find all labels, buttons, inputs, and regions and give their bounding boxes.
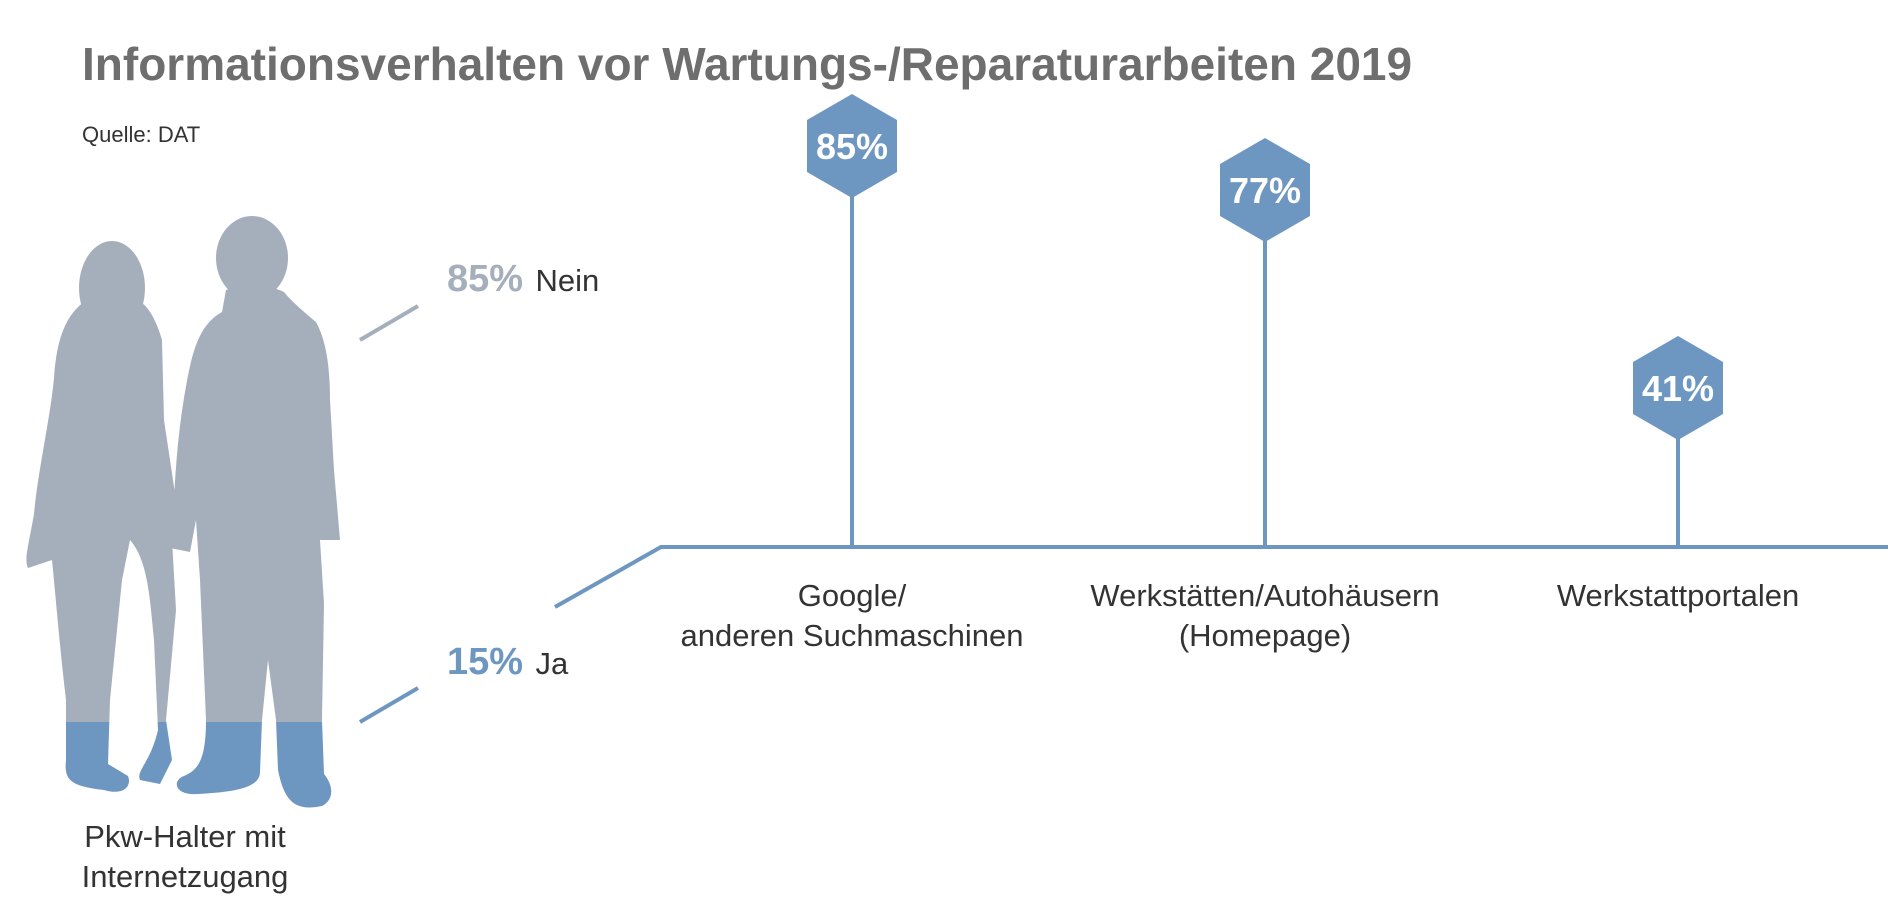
category-label: Werkstätten/Autohäusern [1090,578,1439,613]
people-silhouette-icon [26,216,340,808]
no-label: 85% Nein [447,258,599,300]
value-hexagon [807,94,897,198]
figure-caption-line1: Pkw-Halter mit [84,819,286,854]
no-percentage: 85% [447,258,523,300]
data-label: 41% [1642,368,1714,409]
data-label: 77% [1229,170,1301,211]
figure-caption-line2: Internetzugang [82,859,289,894]
value-hexagon [1220,138,1310,242]
category-label: Google/ [798,578,907,613]
no-connector-line [358,304,420,342]
category-label: Werkstattportalen [1557,578,1799,613]
category-label: anderen Suchmaschinen [681,618,1024,653]
yes-word: Ja [536,646,570,681]
category-label: (Homepage) [1179,618,1351,653]
data-label: 85% [816,126,888,167]
source-label: Quelle: DAT [82,122,200,147]
yes-percentage: 15% [447,641,523,683]
chart-baseline [554,545,1888,609]
value-hexagon [1633,336,1723,440]
yes-label: 15% Ja [447,641,569,683]
chart-marks: 85% Google/anderen Suchmaschinen 77% Werkst… [681,94,1799,653]
no-word: Nein [536,263,600,298]
chart-title: Informationsverhalten vor Wartungs-/Repa… [82,38,1412,90]
yes-connector-line [358,686,420,724]
